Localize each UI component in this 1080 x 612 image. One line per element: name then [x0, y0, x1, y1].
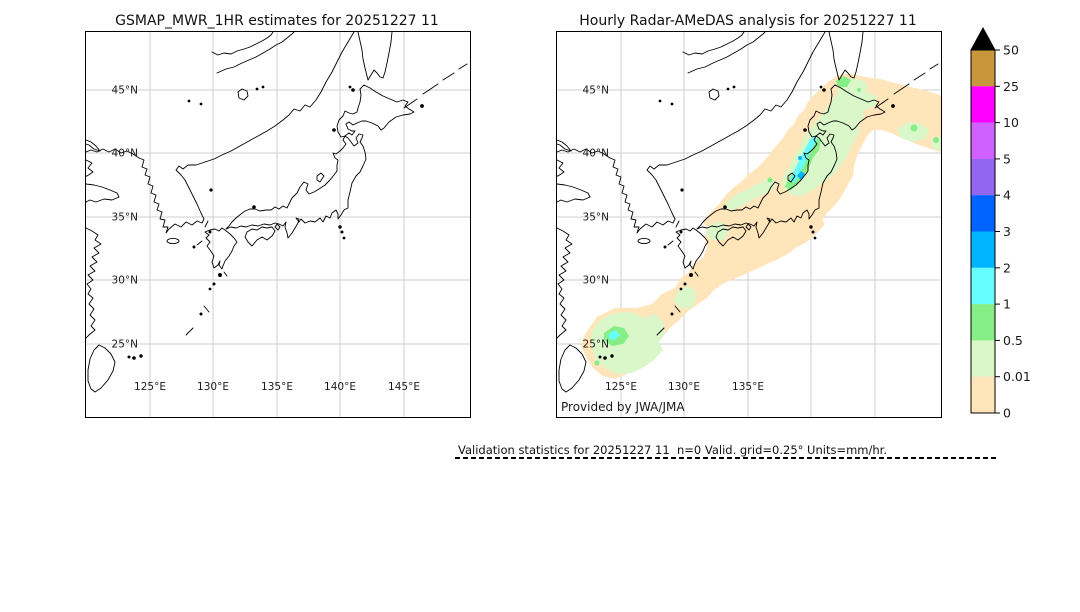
- left-lon-labels: 125°E 130°E 135°E 140°E 145°E: [134, 381, 420, 393]
- lon-label: 135°E: [732, 381, 764, 393]
- lat-label: 45°N: [112, 85, 138, 97]
- colorbar-segment: [971, 158, 995, 196]
- colorbar-tick-label: 25: [1003, 79, 1019, 94]
- lon-label: 145°E: [388, 381, 420, 393]
- colorbar-segment: [971, 122, 995, 159]
- colorbar-tick-label: 4: [1003, 188, 1011, 203]
- data-credit: Provided by JWA/JMA: [561, 400, 685, 414]
- validation-statistics-text: Validation statistics for 20251227 11 n=…: [458, 443, 887, 457]
- colorbar-tick-labels: 50 25 10 5 4 3 2 1 0.5 0.01 0: [1003, 43, 1031, 421]
- colorbar-overflow-triangle: [970, 26, 996, 51]
- lat-label: 45°N: [583, 85, 609, 97]
- colorbar-segment: [971, 195, 995, 232]
- colorbar-segment: [971, 50, 995, 87]
- colorbar-ticks: [995, 49, 1000, 414]
- lon-label: 140°E: [324, 381, 356, 393]
- lat-label: 35°N: [112, 212, 138, 224]
- colorbar-tick-label: 50: [1003, 43, 1019, 58]
- lon-label: 135°E: [261, 381, 293, 393]
- lat-label: 30°N: [583, 275, 609, 287]
- radar-amedas-map-panel: 45°N 40°N 35°N 30°N 25°N 125°E 130°E 135…: [556, 31, 942, 418]
- colorbar-segment: [971, 231, 995, 268]
- gsmap-map-panel: 45°N 40°N 35°N 30°N 25°N 125°E 130°E 135…: [85, 31, 471, 418]
- colorbar-tick-label: 5: [1003, 151, 1011, 166]
- colorbar-segment: [971, 340, 995, 377]
- colorbar-segment: [971, 86, 995, 123]
- lat-label: 25°N: [583, 339, 609, 351]
- lon-label: 125°E: [605, 381, 637, 393]
- lat-label: 30°N: [112, 275, 138, 287]
- radar-amedas-map: 45°N 40°N 35°N 30°N 25°N 125°E 130°E 135…: [556, 31, 942, 418]
- lat-label: 40°N: [112, 148, 138, 160]
- lon-label: 125°E: [134, 381, 166, 393]
- left-lat-labels: 45°N 40°N 35°N 30°N 25°N: [112, 85, 138, 351]
- colorbar-segment: [971, 267, 995, 305]
- colorbar-segment: [971, 376, 995, 413]
- colorbar-tick-label: 0.5: [1003, 333, 1023, 348]
- lat-label: 40°N: [583, 148, 609, 160]
- gsmap-map: 45°N 40°N 35°N 30°N 25°N 125°E 130°E 135…: [85, 31, 471, 418]
- lon-label: 130°E: [668, 381, 700, 393]
- colorbar-tick-label: 0.01: [1003, 369, 1031, 384]
- colorbar-segments: [971, 50, 995, 413]
- lat-label: 25°N: [112, 339, 138, 351]
- colorbar-segment: [971, 304, 995, 341]
- colorbar-tick-label: 1: [1003, 297, 1011, 312]
- colorbar: 50 25 10 5 4 3 2 1 0.5 0.01 0: [970, 26, 1031, 421]
- right-lon-labels: 125°E 130°E 135°E: [605, 381, 764, 393]
- lat-label: 35°N: [583, 212, 609, 224]
- colorbar-tick-label: 2: [1003, 260, 1011, 275]
- dashed-separator-line: [455, 457, 998, 459]
- right-lat-labels: 45°N 40°N 35°N 30°N 25°N: [583, 85, 609, 351]
- left-panel-title: GSMAP_MWR_1HR estimates for 20251227 11: [115, 13, 439, 29]
- lon-label: 130°E: [197, 381, 229, 393]
- colorbar-tick-label: 3: [1003, 224, 1011, 239]
- precipitation-shading: [581, 74, 941, 379]
- colorbar-tick-label: 0: [1003, 406, 1011, 421]
- colorbar-tick-label: 10: [1003, 115, 1019, 130]
- right-panel-title: Hourly Radar-AMeDAS analysis for 2025122…: [579, 13, 917, 29]
